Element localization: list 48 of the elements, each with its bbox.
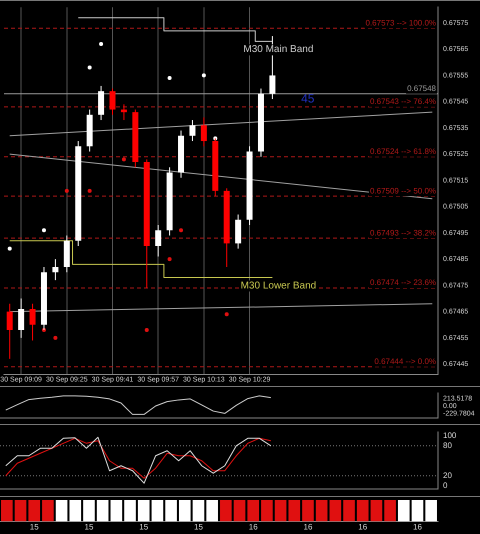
point xyxy=(99,42,104,46)
point xyxy=(8,246,12,251)
candlestick xyxy=(52,258,58,281)
candlestick xyxy=(155,224,162,258)
x-tick-label: 16 xyxy=(304,522,313,532)
series-label: M30 Lower Band xyxy=(240,280,316,292)
candlestick xyxy=(30,303,36,341)
y-tick-label: 80 xyxy=(443,440,452,450)
x-tick-label: 15 xyxy=(84,522,94,532)
point xyxy=(168,76,172,80)
ref-line-label: 0.67573 --> 100.0% xyxy=(366,18,436,28)
point xyxy=(88,188,92,193)
y-tick-label: 0 xyxy=(443,480,448,490)
point xyxy=(42,228,46,232)
point xyxy=(144,328,149,332)
candlestick xyxy=(120,104,127,121)
x-tick-label: 15 xyxy=(139,522,149,532)
ref-line-label: 0.67444 --> 0.0% xyxy=(374,356,436,366)
ref-line-label: 0.67524 --> 61.8% xyxy=(370,146,436,156)
x-tick-label: 15 xyxy=(194,522,204,532)
candlestick xyxy=(6,303,13,360)
ref-line-label: 0.67543 --> 76.4% xyxy=(370,97,436,106)
candlestick xyxy=(235,214,242,250)
x-tick-label: 16 xyxy=(413,522,422,532)
y-tick-label: 20 xyxy=(443,470,452,480)
ref-line-label: 0.67509 --> 50.0% xyxy=(370,186,436,196)
x-tick-label: 16 xyxy=(248,522,258,532)
x-tick-label: 15 xyxy=(30,522,40,532)
point xyxy=(88,66,92,70)
point xyxy=(122,157,126,162)
series-label: M30 Main Band xyxy=(243,44,314,56)
y-tick-label: 100 xyxy=(443,430,457,440)
candlestick xyxy=(200,116,207,147)
candlestick xyxy=(110,88,116,116)
point xyxy=(168,257,172,262)
point xyxy=(224,312,229,316)
candlestick xyxy=(189,120,196,142)
candlestick xyxy=(98,85,104,121)
point xyxy=(179,228,184,232)
ref-line-label: 0.67548 xyxy=(407,84,437,94)
ref-line-label: 0.67493 --> 38.2% xyxy=(370,228,436,238)
ref-line-label: 0.67474 --> 23.6% xyxy=(370,278,436,288)
point xyxy=(53,336,58,340)
point xyxy=(64,188,69,193)
x-tick-label: 16 xyxy=(358,522,368,532)
point xyxy=(202,73,206,78)
candlestick xyxy=(18,298,24,338)
annotation: 45 xyxy=(301,91,315,106)
